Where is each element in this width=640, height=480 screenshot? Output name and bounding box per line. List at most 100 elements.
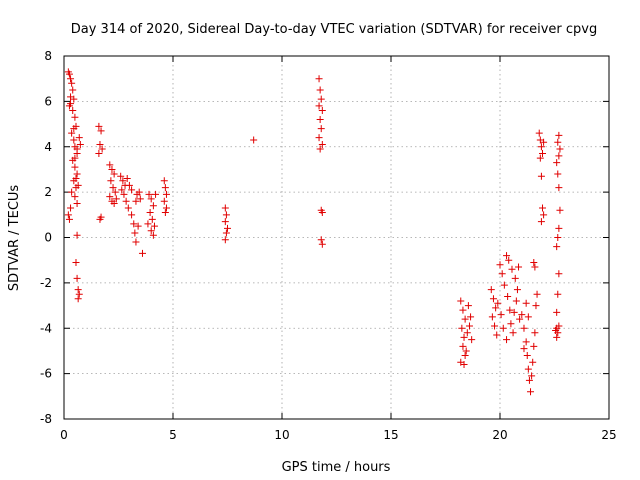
data-point bbox=[492, 304, 500, 312]
data-point bbox=[508, 265, 516, 273]
data-point bbox=[75, 134, 83, 142]
data-point bbox=[74, 181, 82, 189]
data-point bbox=[553, 243, 561, 251]
data-point bbox=[318, 106, 326, 114]
data-point bbox=[73, 145, 81, 153]
data-point bbox=[318, 140, 326, 148]
data-point bbox=[487, 286, 495, 294]
data-point bbox=[525, 376, 533, 384]
data-point bbox=[138, 249, 146, 257]
data-point bbox=[467, 313, 475, 321]
data-point bbox=[506, 306, 514, 314]
data-point bbox=[74, 286, 82, 294]
chart-title: Day 314 of 2020, Sidereal Day-to-day VTE… bbox=[71, 22, 597, 37]
x-tick-label: 20 bbox=[492, 428, 507, 442]
data-point bbox=[65, 102, 73, 110]
data-point bbox=[555, 131, 563, 139]
data-points bbox=[64, 68, 564, 396]
data-point bbox=[555, 224, 563, 232]
data-point bbox=[460, 333, 468, 341]
data-point bbox=[222, 229, 230, 237]
data-point bbox=[555, 184, 563, 192]
data-point bbox=[106, 193, 114, 201]
axis-ticks bbox=[63, 55, 610, 420]
data-point bbox=[132, 238, 140, 246]
x-tick-label: 5 bbox=[169, 428, 177, 442]
data-point bbox=[74, 295, 82, 303]
data-point bbox=[540, 211, 548, 219]
data-point bbox=[149, 231, 157, 239]
data-point bbox=[65, 215, 73, 223]
data-point bbox=[537, 218, 545, 226]
data-point bbox=[513, 286, 521, 294]
data-point bbox=[552, 327, 560, 335]
data-point bbox=[522, 338, 530, 346]
data-point bbox=[131, 229, 139, 237]
data-point bbox=[64, 211, 72, 219]
data-point bbox=[537, 172, 545, 180]
data-point bbox=[122, 197, 130, 205]
data-point bbox=[522, 299, 530, 307]
data-point bbox=[160, 197, 168, 205]
data-point bbox=[119, 177, 127, 185]
data-point bbox=[461, 351, 469, 359]
grid-lines bbox=[64, 56, 609, 419]
data-point bbox=[528, 372, 536, 380]
data-point bbox=[162, 204, 170, 212]
y-tick-label: 0 bbox=[44, 231, 52, 245]
x-tick-label: 10 bbox=[274, 428, 289, 442]
data-point bbox=[128, 211, 136, 219]
data-point bbox=[315, 134, 323, 142]
data-point bbox=[530, 342, 538, 350]
data-point bbox=[73, 274, 81, 282]
data-point bbox=[65, 70, 73, 78]
data-point bbox=[530, 258, 538, 266]
data-point bbox=[132, 197, 140, 205]
data-point bbox=[120, 190, 128, 198]
data-point bbox=[147, 227, 155, 235]
y-tick-label: -6 bbox=[40, 367, 52, 381]
data-point bbox=[497, 311, 505, 319]
data-point bbox=[70, 125, 78, 133]
data-point bbox=[136, 195, 144, 203]
data-point bbox=[554, 138, 562, 146]
data-point bbox=[73, 170, 81, 178]
data-point bbox=[553, 308, 561, 316]
data-point bbox=[146, 209, 154, 217]
data-point bbox=[96, 215, 104, 223]
data-point bbox=[532, 302, 540, 310]
data-point bbox=[67, 204, 75, 212]
data-point bbox=[509, 329, 517, 337]
data-point bbox=[222, 211, 230, 219]
data-point bbox=[67, 75, 75, 83]
data-point bbox=[318, 209, 326, 217]
data-point bbox=[317, 236, 325, 244]
data-point bbox=[315, 102, 323, 110]
data-point bbox=[73, 199, 81, 207]
data-point bbox=[555, 270, 563, 278]
data-point bbox=[107, 177, 115, 185]
data-point bbox=[540, 138, 548, 146]
data-point bbox=[520, 345, 528, 353]
data-point bbox=[555, 322, 563, 330]
data-point bbox=[516, 315, 524, 323]
data-point bbox=[95, 122, 103, 130]
data-point bbox=[555, 152, 563, 160]
data-point bbox=[459, 306, 467, 314]
data-point bbox=[457, 297, 465, 305]
data-point bbox=[539, 150, 547, 158]
data-point bbox=[125, 181, 133, 189]
data-point bbox=[221, 218, 229, 226]
data-point bbox=[553, 159, 561, 167]
data-point bbox=[491, 322, 499, 330]
data-point bbox=[518, 311, 526, 319]
data-point bbox=[494, 299, 502, 307]
data-point bbox=[147, 195, 155, 203]
data-point bbox=[150, 222, 158, 230]
data-point bbox=[459, 342, 467, 350]
data-point bbox=[111, 188, 119, 196]
data-point bbox=[554, 170, 562, 178]
data-point bbox=[520, 324, 528, 332]
data-point bbox=[556, 145, 564, 153]
data-point bbox=[524, 313, 532, 321]
